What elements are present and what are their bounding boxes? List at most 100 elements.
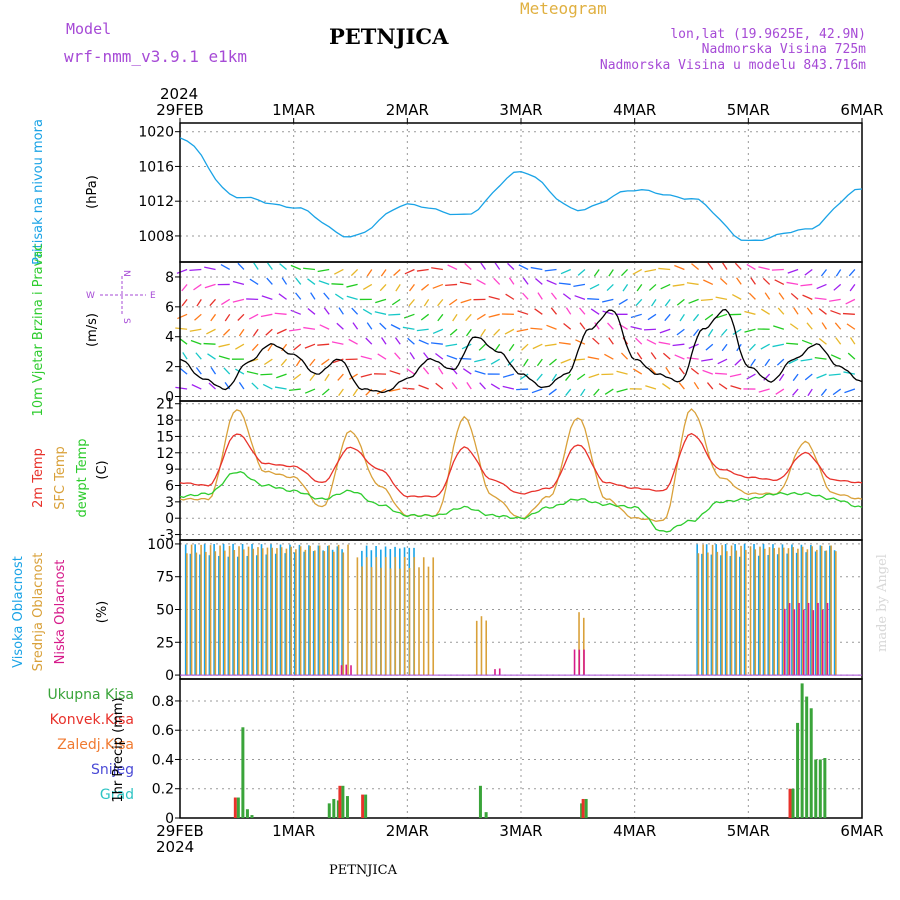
wind-arrow — [544, 268, 557, 272]
wind-arrow — [746, 373, 756, 380]
top-time-axis: 29FEB 1MAR 2MAR 3MAR 4MAR 5MAR 6MAR — [156, 101, 884, 123]
wind-arrow — [604, 388, 614, 395]
panel-frame — [179, 122, 863, 263]
wind-arrow — [348, 338, 358, 345]
precip-total-bar — [823, 758, 827, 818]
wind-arrow — [421, 283, 430, 291]
wind-arrow — [607, 322, 614, 330]
wind-arrow — [262, 383, 273, 390]
year-top: 2024 — [160, 85, 198, 103]
wind-arrow — [786, 342, 799, 345]
precip-total-bar — [236, 797, 240, 818]
wind-arrow — [317, 268, 330, 273]
wind-arrow — [388, 388, 401, 392]
wind-arrow — [777, 307, 785, 315]
wind-arrow — [274, 312, 287, 315]
wind-arrow — [835, 269, 842, 277]
wind-arrow — [587, 298, 600, 301]
wind-arrow — [375, 298, 387, 304]
wind-arrow — [235, 368, 245, 375]
wind-arrow — [334, 293, 344, 300]
wind-arrow — [338, 307, 344, 315]
wind-arrow — [537, 292, 543, 300]
wind-arrow — [635, 337, 643, 345]
wind-arrow — [449, 328, 458, 336]
wind-arrow — [407, 337, 415, 345]
time-label-top: 4MAR — [613, 101, 656, 119]
wind-arrow — [734, 262, 742, 270]
wind-arrow — [317, 343, 330, 346]
wind-arrow — [801, 339, 813, 345]
wind-arrow — [508, 277, 515, 285]
wind-arrow — [260, 313, 273, 318]
y-tick-label: -3 — [160, 528, 174, 544]
wind-arrow — [366, 322, 373, 330]
wind-arrow — [423, 299, 430, 307]
time-label-bottom: 3MAR — [499, 822, 542, 840]
wind-arrow — [814, 356, 827, 360]
wind-arrow — [516, 328, 529, 333]
wind-arrow — [336, 322, 344, 330]
wind-arrow — [404, 268, 415, 275]
cloud-low-label: Niska Oblacnost — [53, 560, 68, 665]
wind-arrow — [435, 382, 444, 390]
wind-arrow — [643, 328, 657, 331]
wind-arrow — [764, 292, 771, 300]
wind-arrow — [376, 388, 387, 395]
wind-arrow — [748, 292, 756, 300]
wind-arrow — [208, 382, 216, 390]
wind-arrow — [323, 292, 330, 300]
wind-arrow — [632, 268, 643, 275]
wind-arrow — [592, 337, 600, 345]
wind-arrow — [478, 343, 486, 351]
temp2m-label: 2m Temp — [31, 448, 46, 508]
wind-arrow — [534, 308, 543, 315]
y-tick-label: 75 — [156, 570, 174, 586]
wind-arrow — [218, 343, 230, 348]
y-tick-label: 1020 — [138, 125, 174, 141]
precip-legend: Ukupna Kisa Konvek.Kisa Zaledj.Kisa Snij… — [47, 687, 134, 803]
wind-arrow — [565, 307, 572, 315]
dewpt-line — [179, 471, 863, 533]
wind-legend-north: N — [121, 270, 131, 277]
precip-total-bar — [584, 798, 588, 818]
wind-arrow — [562, 293, 572, 300]
wind-arrow — [251, 382, 259, 390]
wind-arrow — [346, 295, 358, 300]
wind-arrow — [848, 269, 856, 277]
y-tick-label: 21 — [156, 397, 174, 413]
wind-arrow — [763, 373, 771, 381]
wind-arrow — [452, 313, 458, 322]
wind-arrow — [746, 263, 756, 271]
y-tick-label: 0.6 — [152, 723, 174, 739]
wind-arrow — [750, 277, 756, 285]
time-label-top: 2MAR — [386, 101, 429, 119]
wind-arrow — [579, 322, 586, 330]
wind-arrow — [845, 298, 856, 305]
wind-arrow — [204, 283, 216, 289]
wind-arrow — [818, 308, 827, 315]
wind-arrow — [418, 384, 429, 390]
wind-arrow — [849, 284, 856, 292]
time-label-bottom: 4MAR — [613, 822, 656, 840]
wind-arrow — [832, 388, 842, 396]
wind-arrow — [507, 358, 515, 366]
wind-arrow — [224, 313, 231, 322]
precip-total-bar — [332, 798, 336, 818]
wind-arrow — [560, 268, 571, 275]
station-title: PETNJICA — [329, 24, 449, 49]
wind-arrow — [290, 264, 302, 271]
wind-arrow — [195, 352, 202, 360]
wind-arrow — [323, 307, 330, 315]
wind-arrow — [672, 343, 685, 347]
wind-arrow — [802, 294, 813, 300]
wind-arrow — [778, 373, 785, 382]
wind-arrow — [730, 385, 742, 390]
time-label-top: 29FEB — [156, 101, 203, 119]
wind-arrow — [403, 313, 415, 319]
wind-arrow — [265, 328, 273, 336]
wind-arrow — [565, 373, 572, 381]
wind-arrow — [602, 298, 614, 303]
wind-arrow — [594, 322, 600, 330]
